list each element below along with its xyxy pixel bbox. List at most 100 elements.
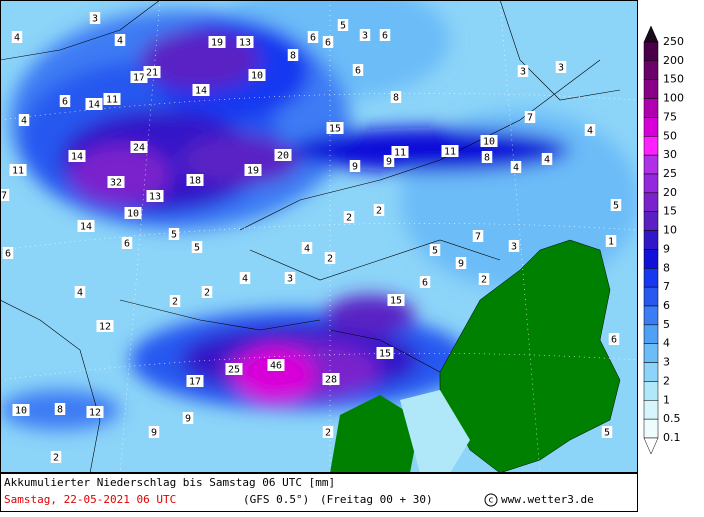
value-box	[324, 252, 336, 264]
colorbar-box	[643, 268, 659, 288]
value-label: 3	[362, 31, 368, 42]
value-label: 3	[287, 274, 293, 285]
value-label: 10	[251, 71, 263, 82]
value-label: 15	[379, 349, 391, 360]
copyright-circle	[484, 493, 498, 507]
value-label: 4	[513, 163, 519, 174]
value-label: 14	[80, 222, 92, 233]
value-label: 10	[127, 209, 139, 220]
value-box	[605, 235, 617, 247]
value-label: 8	[484, 153, 490, 164]
value-box	[510, 161, 522, 173]
colorbar-box	[643, 98, 659, 118]
footer-date: Samstag, 22-05-2021 06 UTC	[4, 493, 176, 506]
value-box	[148, 426, 160, 438]
value-label: 7	[475, 232, 481, 243]
colorbar-box	[643, 305, 659, 326]
value-box	[0, 189, 10, 201]
value-box	[86, 406, 104, 418]
value-label: 15	[329, 124, 341, 135]
colorbar-label: 6	[663, 299, 670, 312]
value-box	[2, 247, 14, 259]
value-label: 8	[290, 51, 296, 62]
value-label: 1	[608, 237, 614, 248]
value-box	[373, 204, 385, 216]
colorbar-label: 25	[663, 167, 677, 180]
colorbar-box	[643, 154, 659, 175]
value-label: 46	[270, 361, 282, 372]
value-box	[419, 276, 431, 288]
value-label: 3	[511, 242, 517, 253]
value-label: 10	[15, 406, 27, 417]
value-label: 21	[146, 68, 158, 79]
colorbar-label: 8	[663, 261, 670, 274]
colorbar-arrow	[643, 437, 659, 455]
value-label: 4	[117, 36, 123, 47]
value-label: 9	[458, 259, 464, 270]
colorbar-label: 75	[663, 110, 677, 123]
value-box	[390, 91, 402, 103]
value-box	[248, 69, 266, 81]
value-label: 9	[151, 428, 157, 439]
value-label: 8	[393, 93, 399, 104]
value-box	[18, 114, 30, 126]
value-label: 5	[171, 230, 177, 241]
value-label: 5	[613, 201, 619, 212]
value-label: 25	[228, 365, 240, 376]
value-box	[89, 12, 101, 24]
value-label: 17	[133, 73, 145, 84]
value-label: 2	[481, 275, 487, 286]
value-label: 19	[211, 38, 223, 49]
value-label: 12	[99, 322, 111, 333]
value-box	[267, 359, 285, 371]
value-box	[130, 141, 148, 153]
value-label: 4	[242, 274, 248, 285]
value-box	[244, 164, 262, 176]
value-label: 32	[110, 178, 122, 189]
value-label: 6	[5, 249, 11, 260]
value-label: 6	[325, 38, 331, 49]
value-box	[481, 151, 493, 163]
value-box	[379, 29, 391, 41]
value-label: 13	[239, 38, 251, 49]
colorbar-box	[643, 211, 659, 231]
value-label: 2	[172, 297, 178, 308]
colorbar-label: 3	[663, 356, 670, 369]
value-label: 6	[611, 335, 617, 346]
value-box	[12, 404, 30, 416]
value-label: 4	[77, 288, 83, 299]
colorbar-label: 50	[663, 129, 677, 142]
value-box	[349, 160, 361, 172]
colorbar-label: 0.1	[663, 431, 681, 444]
value-box	[124, 207, 142, 219]
value-box	[608, 333, 620, 345]
value-label: 13	[149, 192, 161, 203]
value-label: 8	[57, 405, 63, 416]
value-label: 15	[390, 296, 402, 307]
value-box	[103, 93, 121, 105]
value-box	[74, 286, 86, 298]
value-box	[239, 272, 251, 284]
colorbar-label: 5	[663, 318, 670, 331]
value-label: 24	[133, 143, 145, 154]
value-label: 4	[14, 33, 20, 44]
colorbar-arrow	[643, 25, 659, 43]
colorbar-box	[643, 362, 659, 382]
colorbar-label: 100	[663, 92, 684, 105]
value-box	[429, 244, 441, 256]
colorbar-label: 1	[663, 393, 670, 406]
value-box	[50, 451, 62, 463]
value-box	[186, 174, 204, 186]
value-label: 14	[71, 152, 83, 163]
value-box	[478, 273, 490, 285]
value-label: 11	[394, 148, 406, 159]
value-label: 14	[195, 86, 207, 97]
value-box	[337, 19, 349, 31]
value-box	[322, 373, 340, 385]
value-box	[9, 164, 27, 176]
value-label: 19	[247, 166, 259, 177]
value-label: 18	[189, 176, 201, 187]
value-label: 2	[53, 453, 59, 464]
value-box	[201, 286, 213, 298]
colorbar-label: 7	[663, 280, 670, 293]
